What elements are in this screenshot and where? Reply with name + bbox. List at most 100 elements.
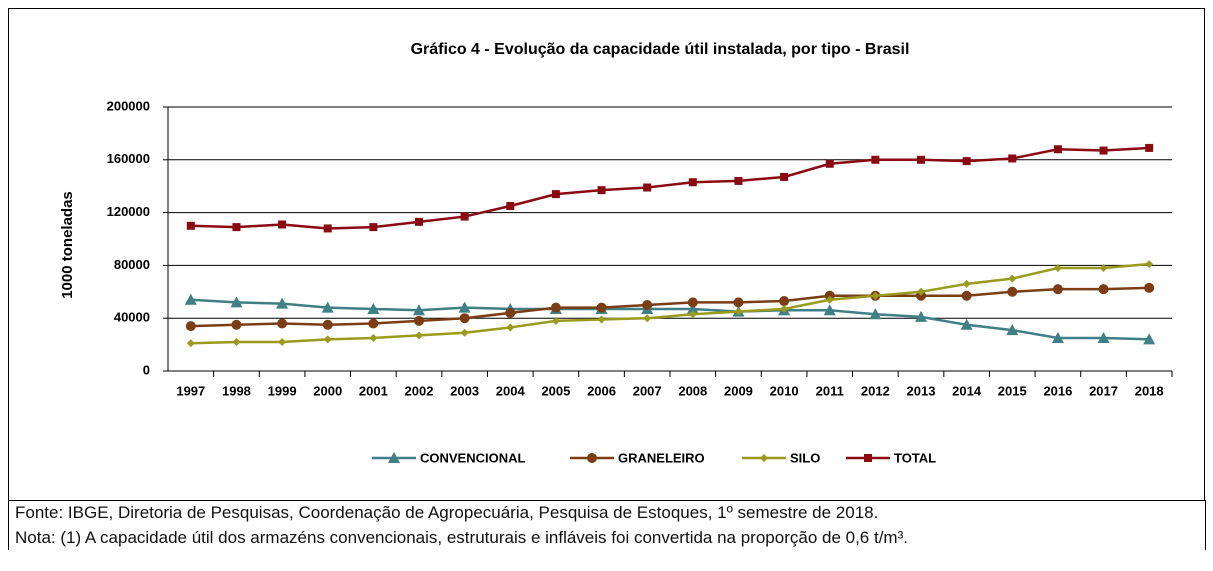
marker [186, 339, 195, 348]
marker [1097, 332, 1110, 343]
x-tick-label: 2014 [952, 383, 982, 398]
marker [642, 300, 653, 310]
marker [415, 331, 423, 340]
marker [734, 307, 743, 316]
marker [1053, 145, 1062, 154]
marker [231, 319, 242, 330]
x-tick-label: 2015 [998, 383, 1027, 398]
marker [551, 316, 560, 325]
marker [825, 159, 834, 168]
marker [688, 310, 697, 319]
marker [278, 220, 287, 229]
marker [186, 221, 195, 230]
marker [323, 335, 332, 344]
marker [1007, 286, 1018, 297]
marker [232, 337, 241, 346]
marker [587, 453, 597, 463]
marker [1051, 332, 1064, 343]
marker [915, 310, 927, 322]
marker [550, 302, 561, 313]
marker [1008, 274, 1017, 283]
marker [871, 155, 880, 164]
marker [1099, 264, 1108, 273]
x-tick-label: 2018 [1135, 383, 1164, 398]
marker [276, 297, 289, 309]
marker [458, 301, 471, 313]
x-tick-label: 2006 [587, 383, 616, 398]
marker [733, 297, 744, 308]
marker [459, 313, 470, 324]
marker [369, 223, 378, 232]
series-line [190, 286, 1150, 328]
marker [1098, 284, 1109, 295]
marker [686, 302, 699, 314]
x-tick-label: 2007 [633, 383, 662, 398]
marker [688, 178, 697, 187]
x-tick-label: 2011 [816, 383, 844, 398]
marker [323, 224, 332, 233]
marker [1144, 282, 1155, 293]
legend-label: TOTAL [894, 450, 936, 465]
y-tick-label: 160000 [107, 151, 150, 166]
x-tick-label: 2004 [496, 383, 526, 398]
marker [864, 454, 872, 462]
series-line [190, 262, 1150, 345]
x-tick-label: 2016 [1043, 383, 1072, 398]
marker [414, 315, 424, 326]
chart: Gráfico 4 - Evolução da capacidade útil … [8, 8, 1205, 501]
marker [1143, 333, 1156, 345]
x-tick-label: 2010 [770, 383, 799, 398]
marker [1145, 143, 1154, 152]
marker [505, 307, 516, 318]
marker [779, 296, 790, 307]
marker [232, 223, 241, 232]
marker [415, 217, 423, 226]
marker [687, 297, 698, 308]
y-tick-label: 200000 [107, 98, 150, 113]
series-line [190, 146, 1150, 230]
marker [917, 155, 925, 164]
marker [551, 190, 560, 199]
series-line [190, 298, 1150, 341]
note: Nota: (1) A capacidade útil dos armazéns… [15, 528, 908, 547]
marker [368, 318, 379, 329]
chart-frame [8, 8, 1205, 501]
marker [1052, 284, 1063, 295]
y-tick-label: 0 [143, 362, 150, 377]
marker [506, 202, 515, 210]
marker [369, 334, 378, 342]
marker [1008, 154, 1017, 163]
marker [1053, 264, 1062, 273]
marker [823, 304, 836, 316]
x-tick-label: 2000 [313, 383, 342, 398]
marker [277, 318, 288, 329]
x-tick-label: 2008 [678, 383, 707, 398]
x-tick-label: 2013 [907, 383, 936, 398]
marker [643, 314, 652, 323]
y-tick-label: 120000 [107, 204, 150, 219]
marker [962, 157, 971, 166]
y-axis-label: 1000 toneladas [59, 191, 76, 299]
marker [322, 319, 333, 330]
marker [1145, 260, 1154, 269]
marker [185, 321, 196, 332]
marker [869, 308, 882, 320]
marker [413, 304, 425, 316]
x-tick-label: 2003 [450, 383, 479, 398]
marker [321, 301, 334, 313]
marker [596, 302, 607, 313]
x-tick-label: 1999 [268, 383, 297, 398]
marker [597, 315, 606, 324]
x-tick-label: 2012 [861, 383, 890, 398]
x-tick-label: 1997 [176, 383, 205, 398]
chart-title: Gráfico 4 - Evolução da capacidade útil … [411, 41, 910, 58]
marker [780, 172, 789, 181]
source-note: Fonte: IBGE, Diretoria de Pesquisas, Coo… [15, 503, 879, 522]
marker [780, 304, 789, 313]
marker [1006, 324, 1019, 336]
marker [367, 302, 380, 314]
legend-label: SILO [790, 450, 820, 465]
x-tick-label: 2017 [1089, 383, 1118, 398]
x-tick-label: 2009 [724, 383, 753, 398]
